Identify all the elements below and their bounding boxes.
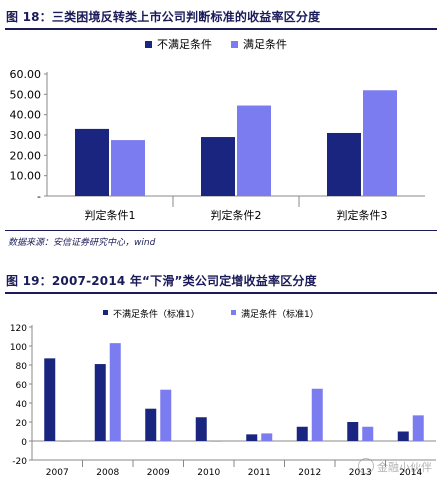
y-tick-label: 80 [16, 362, 28, 372]
figure-18-title-rule [5, 28, 437, 30]
y-tick-label: 40.00 [10, 109, 42, 122]
bar-判定条件3-series-2 [363, 90, 397, 196]
legend-swatch-1 [103, 310, 108, 315]
y-tick-label: 100 [10, 343, 27, 353]
bar-2011-series-2 [261, 433, 273, 441]
legend-swatch-1 [145, 41, 152, 48]
x-tick-label-判定条件1: 判定条件1 [85, 208, 136, 222]
x-tick-label-2007: 2007 [46, 468, 69, 478]
y-tick-label: 0 [21, 438, 27, 448]
x-tick-label-2014: 2014 [399, 468, 422, 478]
y-tick-label: - [37, 190, 41, 203]
legend-swatch-2 [231, 310, 236, 315]
bar-2009-series-1 [145, 408, 157, 441]
legend-label-1: 不满足条件（标准1） [113, 308, 200, 320]
figure-19-bar-chart: 不满足条件（标准1） 满足条件（标准1） -20 0 20 40 60 80 100 120 200… [10, 308, 436, 478]
y-tick-label: 30.00 [10, 129, 42, 142]
y-tick-label: 20.00 [10, 149, 42, 162]
x-tick-label-判定条件3: 判定条件3 [337, 208, 388, 222]
figure-19-title: 图 19：2007-2014 年“下滑”类公司定增收益率区分度 [6, 274, 317, 288]
y-tick-label: 60 [16, 381, 28, 391]
y-tick-label: 20 [16, 419, 28, 429]
watermark-text: 金融小伙伴 [377, 461, 432, 474]
y-tick-label: 50.00 [10, 88, 42, 101]
y-tick-label: 120 [10, 324, 27, 334]
x-tick-label-判定条件2: 判定条件2 [211, 208, 262, 222]
bar-2014-series-1 [397, 431, 409, 441]
bar-2013-series-2 [362, 426, 374, 441]
y-tick-label: 60.00 [10, 68, 42, 81]
bar-判定条件1-series-2 [111, 140, 145, 196]
x-tick-label-2012: 2012 [298, 468, 321, 478]
x-tick-label-2009: 2009 [147, 468, 170, 478]
wechat-icon [358, 458, 374, 474]
bar-2013-series-1 [347, 422, 359, 441]
bar-2014-series-2 [412, 415, 424, 441]
figure-18-title: 图 18：三类困境反转类上市公司判断标准的收益率区分度 [6, 10, 321, 24]
legend-swatch-2 [231, 41, 238, 48]
bar-判定条件1-series-1 [75, 128, 109, 196]
bar-2007-series-1 [44, 358, 56, 441]
figure-19-title-rule [5, 292, 437, 294]
bar-2012-series-2 [311, 388, 323, 441]
legend-label-1: 不满足条件 [157, 37, 212, 51]
x-tick-label-2008: 2008 [96, 468, 119, 478]
figure-18-bottom-rule [5, 230, 437, 231]
y-tick-label: -20 [12, 457, 27, 467]
figure-18-source: 数据来源：安信证券研究中心，wind [8, 238, 156, 248]
bar-2007-series-2 [59, 441, 71, 442]
x-tick-label-2010: 2010 [197, 468, 220, 478]
bar-判定条件3-series-1 [327, 132, 361, 196]
bar-2009-series-2 [160, 389, 172, 441]
watermark: 金融小伙伴 [358, 458, 432, 475]
x-tick-label-2013: 2013 [349, 468, 372, 478]
figure-18-bar-chart: 不满足条件 满足条件 - 10.00 20.00 30.00 40.00 50.00 60.00… [10, 37, 425, 222]
y-tick-label: 40 [16, 400, 28, 410]
y-tick-label: 10.00 [10, 170, 42, 183]
x-tick-label-2011: 2011 [248, 468, 271, 478]
legend-label-2: 满足条件（标准1） [241, 308, 319, 320]
bar-2008-series-1 [94, 364, 106, 441]
bar-2012-series-1 [296, 426, 308, 441]
bar-2010-series-2 [210, 441, 222, 442]
bar-判定条件2-series-1 [201, 137, 235, 196]
legend-label-2: 满足条件 [243, 37, 287, 51]
bar-判定条件2-series-2 [237, 105, 271, 196]
bar-2011-series-1 [246, 434, 258, 441]
bar-2008-series-2 [109, 343, 121, 441]
bar-2010-series-1 [195, 417, 207, 441]
